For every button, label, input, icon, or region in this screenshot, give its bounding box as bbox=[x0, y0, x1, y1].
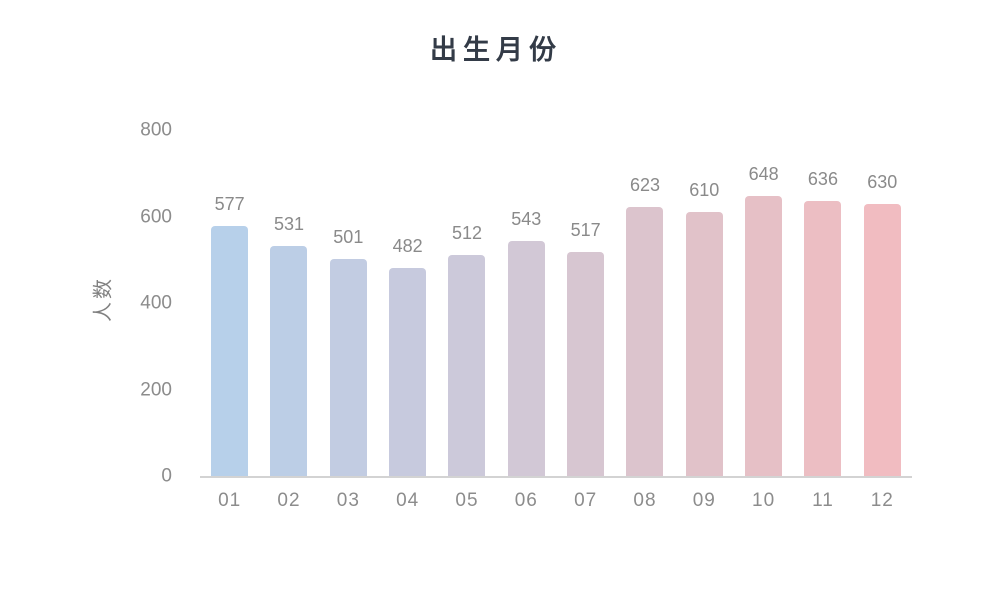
x-tick-label: 10 bbox=[752, 490, 776, 511]
bar-value-label: 648 bbox=[748, 163, 779, 184]
bar-value-label: 577 bbox=[214, 194, 245, 215]
bar-slot-08: 623 bbox=[615, 176, 674, 476]
bar-slot-03: 501 bbox=[319, 228, 378, 476]
y-tick-label: 0 bbox=[161, 465, 172, 487]
x-tick-label: 04 bbox=[396, 490, 420, 511]
y-tick-label: 200 bbox=[140, 379, 172, 400]
x-tick-label: 01 bbox=[218, 490, 242, 511]
bar-series: 577 531 501 482 512 543 517 623 610 648 636 630 bbox=[200, 130, 912, 476]
bar-slot-07: 517 bbox=[556, 221, 615, 476]
bar-value-label: 501 bbox=[333, 227, 364, 248]
x-tick-label: 06 bbox=[514, 490, 538, 511]
bar-month-08 bbox=[626, 206, 664, 476]
y-tick-label: 600 bbox=[140, 206, 172, 227]
y-tick-label: 800 bbox=[140, 119, 172, 141]
bar-slot-04: 482 bbox=[378, 237, 437, 476]
bar-value-label: 517 bbox=[570, 220, 601, 241]
bar-value-label: 512 bbox=[451, 222, 482, 243]
bar-month-03 bbox=[329, 259, 367, 476]
x-tick-label: 09 bbox=[692, 490, 716, 511]
bar-month-01 bbox=[211, 226, 249, 476]
bar-value-label: 636 bbox=[807, 168, 838, 189]
bar-month-06 bbox=[507, 241, 545, 476]
bar-value-label: 610 bbox=[689, 180, 720, 201]
x-tick-label: 07 bbox=[574, 490, 598, 511]
chart-title: 出生月份 bbox=[430, 35, 562, 65]
bar-month-05 bbox=[448, 254, 486, 476]
bar-value-label: 630 bbox=[867, 171, 898, 192]
x-axis-labels: 01 02 03 04 05 06 07 08 09 10 11 12 bbox=[200, 490, 912, 513]
bar-slot-06: 543 bbox=[497, 210, 556, 476]
bar-value-label: 531 bbox=[273, 214, 305, 235]
bar-month-02 bbox=[270, 246, 308, 476]
bar-value-label: 482 bbox=[392, 235, 423, 256]
x-tick-label: 03 bbox=[336, 490, 360, 511]
bar-month-07 bbox=[567, 252, 605, 476]
x-tick-label: 02 bbox=[277, 490, 301, 511]
bar-value-label: 543 bbox=[511, 209, 542, 230]
x-tick-label: 11 bbox=[812, 490, 834, 511]
bar-month-11 bbox=[804, 200, 842, 476]
bar-slot-01: 577 bbox=[200, 195, 259, 476]
bar-slot-10: 648 bbox=[734, 165, 793, 476]
x-tick-label: 05 bbox=[455, 490, 479, 511]
y-axis-ticks: 0 200 400 600 800 bbox=[100, 121, 172, 486]
y-tick-label: 400 bbox=[140, 292, 172, 314]
bar-slot-11: 636 bbox=[793, 170, 852, 476]
bar-month-04 bbox=[389, 267, 427, 476]
bar-month-12 bbox=[863, 203, 901, 476]
bar-value-label: 623 bbox=[629, 174, 660, 195]
plot-area: 577 531 501 482 512 543 517 623 610 648 636 630 bbox=[200, 130, 912, 478]
x-tick-label: 08 bbox=[633, 490, 657, 511]
bar-slot-12: 630 bbox=[853, 173, 912, 476]
bar-month-09 bbox=[685, 212, 723, 476]
x-tick-label: 12 bbox=[870, 490, 894, 511]
bar-month-10 bbox=[745, 195, 783, 476]
bar-slot-02: 531 bbox=[259, 215, 318, 476]
bar-slot-09: 610 bbox=[675, 181, 734, 476]
bar-slot-05: 512 bbox=[437, 224, 496, 476]
